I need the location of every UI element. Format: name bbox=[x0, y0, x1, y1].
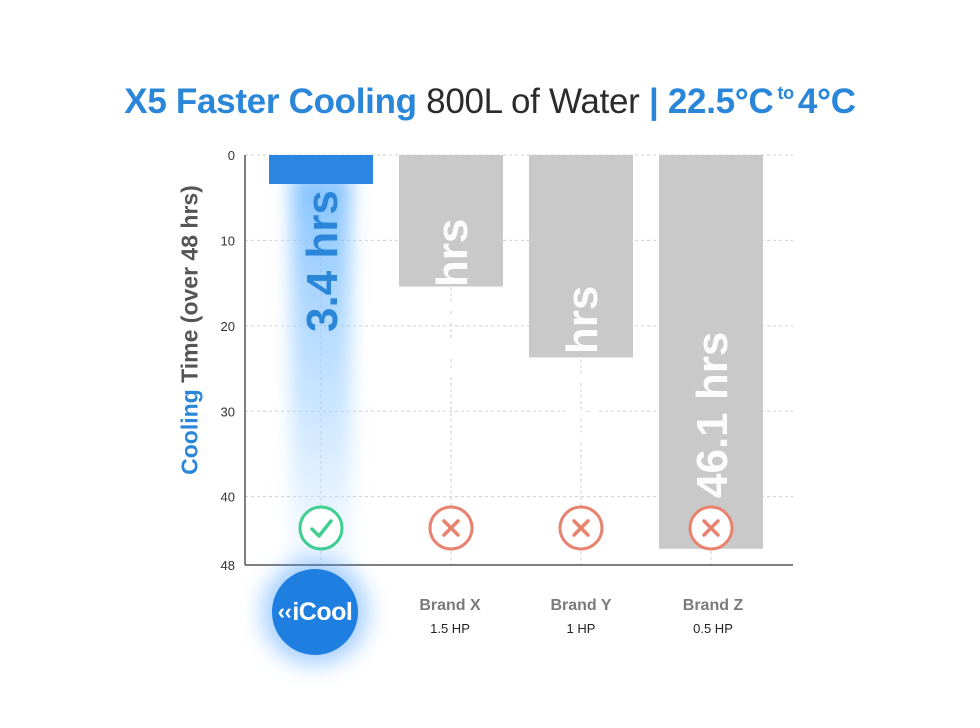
bar-layer bbox=[269, 155, 763, 595]
label-layer: 3.4 hrs 15.4 hrs 23.7 hrs 46.1 hrs bbox=[298, 190, 737, 498]
title-part-1: X5 Faster Cooling bbox=[124, 82, 417, 121]
icool-logo: ‹‹ iCool bbox=[272, 569, 358, 655]
axis-layer: 0 10 20 30 40 48 bbox=[221, 148, 793, 573]
brand-y-name: Brand Y bbox=[550, 597, 612, 614]
title-part-3: | 22.5°C bbox=[648, 82, 774, 121]
brand-x-label: Brand X 1.5 HP bbox=[390, 597, 510, 636]
y-tick-label: 30 bbox=[221, 404, 235, 419]
value-label: 3.4 hrs bbox=[298, 190, 347, 332]
brand-z-label: Brand Z 0.5 HP bbox=[653, 597, 773, 636]
cross-stroke bbox=[702, 519, 720, 537]
brand-z-name: Brand Z bbox=[682, 597, 744, 614]
brand-x-hp: 1.5 HP bbox=[430, 621, 470, 636]
title-part-4: to bbox=[777, 83, 794, 103]
value-label: 15.4 hrs bbox=[428, 219, 477, 385]
cross-icon bbox=[428, 505, 474, 551]
bar-icool bbox=[269, 155, 373, 185]
value-label: 46.1 hrs bbox=[688, 332, 737, 498]
icool-logo-text: iCool bbox=[292, 597, 353, 626]
icool-chevron-icon: ‹‹ bbox=[277, 599, 292, 624]
y-tick-label: 0 bbox=[228, 148, 235, 163]
cross-icon bbox=[688, 505, 734, 551]
brand-y-label: Brand Y 1 HP bbox=[521, 597, 641, 636]
y-tick-label: 48 bbox=[221, 558, 235, 573]
cross-stroke bbox=[572, 519, 590, 537]
cross-icon bbox=[558, 505, 604, 551]
y-tick-label: 20 bbox=[221, 319, 235, 334]
title-part-5: 4°C bbox=[797, 82, 856, 121]
bar-brand-y bbox=[529, 155, 633, 358]
cross-stroke bbox=[442, 519, 460, 537]
status-layer bbox=[298, 505, 734, 551]
brand-y-hp: 1 HP bbox=[566, 621, 596, 636]
bar-brand-x bbox=[399, 155, 503, 287]
check-icon bbox=[298, 505, 344, 551]
check-mark bbox=[310, 519, 333, 538]
y-tick-label: 10 bbox=[221, 233, 235, 248]
title-part-2: 800L of Water bbox=[426, 82, 640, 121]
chart-title: X5 Faster Cooling 800L of Water | 22.5°C… bbox=[0, 82, 980, 122]
value-label: 23.7 hrs bbox=[558, 286, 607, 452]
y-tick-label: 40 bbox=[221, 490, 235, 505]
bar-brand-z bbox=[659, 155, 763, 549]
brand-x-name: Brand X bbox=[419, 597, 481, 614]
brand-z-hp: 0.5 HP bbox=[693, 621, 733, 636]
status-circle bbox=[298, 505, 344, 551]
